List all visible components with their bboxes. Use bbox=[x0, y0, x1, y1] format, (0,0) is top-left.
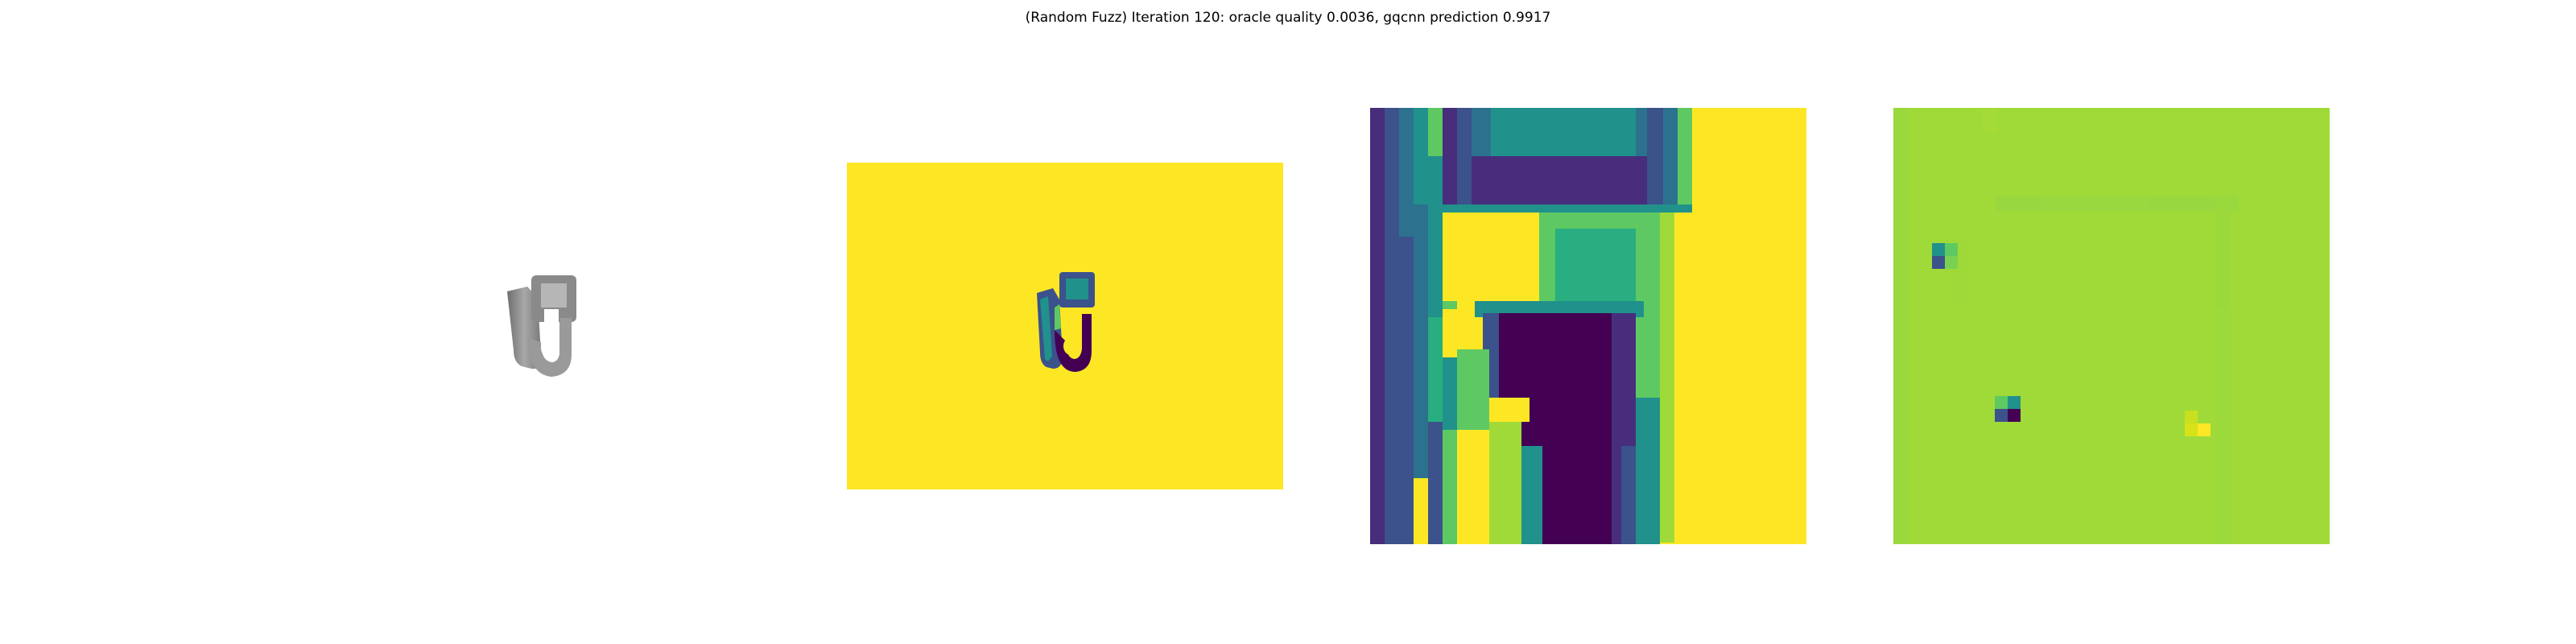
figure-title: (Random Fuzz) Iteration 120: oracle qual… bbox=[1025, 10, 1551, 26]
depth-object bbox=[1037, 272, 1095, 372]
rendered-object-image bbox=[507, 275, 576, 377]
perturbation-regions bbox=[1893, 108, 2238, 544]
perturbation-crop-image bbox=[1893, 108, 2330, 544]
perturbation-pixels bbox=[1932, 243, 2211, 436]
hook-part-shape bbox=[507, 275, 576, 377]
depth-crop-regions bbox=[1370, 108, 1692, 544]
depth-crop-image bbox=[1370, 108, 1806, 544]
depth-image bbox=[847, 163, 1283, 489]
